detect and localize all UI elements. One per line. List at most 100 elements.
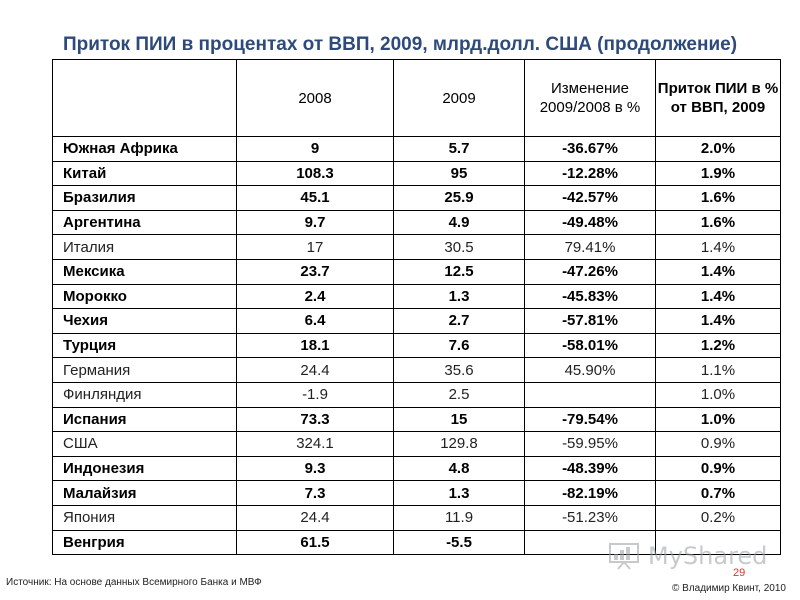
- value-2008-cell: 73.3: [236, 406, 394, 433]
- table-row: Аргентина 9.7 4.9 -49.48% 1.6%: [52, 209, 781, 236]
- value-2009-cell: 7.6: [393, 332, 525, 359]
- fdi-share-cell: 1.0%: [655, 381, 781, 408]
- value-2008-cell: 45.1: [236, 185, 394, 211]
- country-cell: Финляндия: [52, 381, 237, 408]
- change-cell: 45.90%: [524, 357, 656, 383]
- table-row: Италия 17 30.5 79.41% 1.4%: [52, 234, 781, 260]
- page-number: 29: [733, 567, 746, 579]
- value-2009-cell: 1.3: [393, 283, 525, 310]
- country-cell: Япония: [52, 504, 237, 531]
- country-cell: Аргентина: [52, 209, 237, 236]
- change-cell: -82.19%: [524, 480, 656, 506]
- value-2009-cell: 35.6: [393, 357, 525, 383]
- table-row: Финляндия -1.9 2.5 1.0%: [52, 381, 781, 408]
- fdi-share-cell: 1.4%: [655, 234, 781, 260]
- header-corner: [52, 59, 237, 137]
- table-body: Южная Африка 9 5.7 -36.67% 2.0% Китай 108.3 95-…: [52, 136, 781, 556]
- fdi-share-cell: 1.4%: [655, 258, 781, 285]
- country-cell: Мексика: [52, 258, 237, 285]
- country-cell: США: [52, 431, 237, 457]
- table-row: Венгрия 61.5 -5.5: [52, 529, 781, 556]
- presentation-icon: [609, 543, 639, 570]
- value-2009-cell: 11.9: [393, 504, 525, 531]
- fdi-share-cell: 1.9%: [655, 160, 781, 187]
- fdi-share-cell: 0.7%: [655, 480, 781, 506]
- value-2009-cell: 2.5: [393, 381, 525, 408]
- table-row: Германия 24.4 35.6 45.90% 1.1%: [52, 357, 781, 383]
- country-cell: Турция: [52, 332, 237, 359]
- country-cell: Китай: [52, 160, 237, 187]
- fdi-share-cell: 1.2%: [655, 332, 781, 359]
- fdi-share-cell: 0.2%: [655, 504, 781, 531]
- table-row: Китай 108.3 95 -12.28% 1.9%: [52, 160, 781, 187]
- country-cell: Индонезия: [52, 455, 237, 482]
- change-cell: -36.67%: [524, 136, 656, 162]
- table-row: Бразилия 45.1 25.9 -42.57% 1.6%: [52, 185, 781, 211]
- page-title: Приток ПИИ в процентах от ВВП, 2009, млр…: [62, 34, 738, 55]
- change-cell: -57.81%: [524, 308, 656, 334]
- table-row: Морокко 2.4 1.3 -45.83% 1.4%: [52, 283, 781, 310]
- source-note: Источник: На основе данных Всемирного Ба…: [6, 577, 262, 588]
- table-row: США 324.1 129.8 -59.95% 0.9%: [52, 431, 781, 457]
- table-row: Испания 73.3 15 -79.54% 1.0%: [52, 406, 781, 433]
- header-change: Изменение 2009/2008 в %: [524, 59, 656, 137]
- fdi-table: 2008 2009 Изменение 2009/2008 в % Приток…: [52, 59, 781, 556]
- value-2009-cell: 1.3: [393, 480, 525, 506]
- watermark-text: MyShared: [648, 542, 768, 570]
- fdi-share-cell: 1.4%: [655, 308, 781, 334]
- value-2008-cell: 23.7: [236, 258, 394, 285]
- value-2009-cell: 30.5: [393, 234, 525, 260]
- change-cell: -42.57%: [524, 185, 656, 211]
- fdi-share-cell: 1.6%: [655, 185, 781, 211]
- value-2008-cell: 24.4: [236, 357, 394, 383]
- fdi-share-cell: 1.6%: [655, 209, 781, 236]
- fdi-share-cell: [655, 529, 781, 556]
- fdi-share-cell: 2.0%: [655, 136, 781, 162]
- change-cell: -51.23%: [524, 504, 656, 531]
- value-2008-cell: 6.4: [236, 308, 394, 334]
- value-2008-cell: 17: [236, 234, 394, 260]
- country-cell: Чехия: [52, 308, 237, 334]
- value-2009-cell: 4.9: [393, 209, 525, 236]
- value-2008-cell: 24.4: [236, 504, 394, 531]
- change-cell: [524, 381, 656, 408]
- value-2008-cell: 108.3: [236, 160, 394, 187]
- value-2009-cell: 15: [393, 406, 525, 433]
- country-cell: Венгрия: [52, 529, 237, 556]
- value-2008-cell: 61.5: [236, 529, 394, 556]
- change-cell: -45.83%: [524, 283, 656, 310]
- change-cell: -58.01%: [524, 332, 656, 359]
- change-cell: -47.26%: [524, 258, 656, 285]
- change-cell: -12.28%: [524, 160, 656, 187]
- value-2008-cell: 9: [236, 136, 394, 162]
- value-2009-cell: 5.7: [393, 136, 525, 162]
- change-cell: 79.41%: [524, 234, 656, 260]
- change-cell: [524, 529, 656, 556]
- table-row: Индонезия 9.3 4.8 -48.39% 0.9%: [52, 455, 781, 482]
- fdi-share-cell: 0.9%: [655, 431, 781, 457]
- value-2009-cell: 95: [393, 160, 525, 187]
- value-2008-cell: 324.1: [236, 431, 394, 457]
- table-row: Япония 24.4 11.9 -51.23% 0.2%: [52, 504, 781, 531]
- fdi-share-cell: 1.4%: [655, 283, 781, 310]
- value-2009-cell: 4.8: [393, 455, 525, 482]
- value-2009-cell: -5.5: [393, 529, 525, 556]
- change-cell: -49.48%: [524, 209, 656, 236]
- country-cell: Германия: [52, 357, 237, 383]
- value-2008-cell: 7.3: [236, 480, 394, 506]
- value-2009-cell: 129.8: [393, 431, 525, 457]
- table-row: Малайзия 7.3 1.3 -82.19% 0.7%: [52, 480, 781, 506]
- value-2008-cell: 18.1: [236, 332, 394, 359]
- value-2008-cell: -1.9: [236, 381, 394, 408]
- change-cell: -48.39%: [524, 455, 656, 482]
- country-cell: Италия: [52, 234, 237, 260]
- header-2008: 2008: [236, 59, 394, 137]
- table-row: Турция 18.1 7.6 -58.01% 1.2%: [52, 332, 781, 359]
- fdi-share-cell: 1.0%: [655, 406, 781, 433]
- table-row: Мексика 23.7 12.5 -47.26% 1.4%: [52, 258, 781, 285]
- fdi-share-cell: 0.9%: [655, 455, 781, 482]
- change-cell: -59.95%: [524, 431, 656, 457]
- table-row: Южная Африка 9 5.7 -36.67% 2.0%: [52, 136, 781, 162]
- value-2009-cell: 2.7: [393, 308, 525, 334]
- watermark: MyShared: [608, 538, 778, 572]
